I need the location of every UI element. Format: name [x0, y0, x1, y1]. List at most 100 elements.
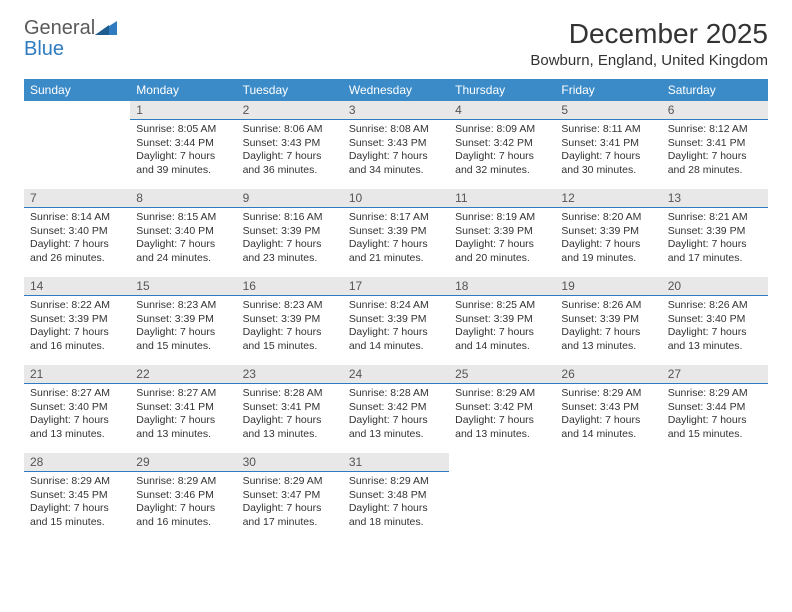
day-details: Sunrise: 8:12 AMSunset: 3:41 PMDaylight:…: [668, 123, 762, 178]
daylight-text-2: and 14 minutes.: [455, 340, 549, 354]
calendar-row: 28Sunrise: 8:29 AMSunset: 3:45 PMDayligh…: [24, 453, 768, 541]
day-details: Sunrise: 8:26 AMSunset: 3:40 PMDaylight:…: [668, 299, 762, 354]
sunset-text: Sunset: 3:39 PM: [243, 225, 337, 239]
daylight-text-1: Daylight: 7 hours: [668, 326, 762, 340]
day-details: Sunrise: 8:22 AMSunset: 3:39 PMDaylight:…: [30, 299, 124, 354]
daylight-text-2: and 16 minutes.: [30, 340, 124, 354]
daylight-text-2: and 30 minutes.: [561, 164, 655, 178]
calendar-header-row: SundayMondayTuesdayWednesdayThursdayFrid…: [24, 79, 768, 101]
daylight-text-2: and 13 minutes.: [668, 340, 762, 354]
daylight-text-2: and 17 minutes.: [668, 252, 762, 266]
calendar-row: 1Sunrise: 8:05 AMSunset: 3:44 PMDaylight…: [24, 101, 768, 189]
sunset-text: Sunset: 3:41 PM: [561, 137, 655, 151]
day-header: Tuesday: [237, 79, 343, 101]
day-number: 20: [662, 277, 768, 296]
daylight-text-2: and 20 minutes.: [455, 252, 549, 266]
calendar-row: 21 Sunrise: 8:27 AMSunset: 3:40 PMDayligh…: [24, 365, 768, 453]
day-number: 15: [130, 277, 236, 296]
day-details: Sunrise: 8:17 AMSunset: 3:39 PMDaylight:…: [349, 211, 443, 266]
calendar-cell: 13Sunrise: 8:21 AMSunset: 3:39 PMDayligh…: [662, 189, 768, 277]
sunrise-text: Sunrise: 8:16 AM: [243, 211, 337, 225]
sunset-text: Sunset: 3:39 PM: [349, 313, 443, 327]
day-number: 22: [130, 365, 236, 384]
day-header: Thursday: [449, 79, 555, 101]
sunset-text: Sunset: 3:44 PM: [668, 401, 762, 415]
calendar-cell: 23Sunrise: 8:28 AMSunset: 3:41 PMDayligh…: [237, 365, 343, 453]
sunset-text: Sunset: 3:39 PM: [561, 225, 655, 239]
day-details: Sunrise: 8:24 AMSunset: 3:39 PMDaylight:…: [349, 299, 443, 354]
daylight-text-2: and 13 minutes.: [455, 428, 549, 442]
sunset-text: Sunset: 3:39 PM: [349, 225, 443, 239]
sunrise-text: Sunrise: 8:29 AM: [668, 387, 762, 401]
calendar-cell: 1Sunrise: 8:05 AMSunset: 3:44 PMDaylight…: [130, 101, 236, 189]
day-details: Sunrise: 8:20 AMSunset: 3:39 PMDaylight:…: [561, 211, 655, 266]
day-header: Wednesday: [343, 79, 449, 101]
daylight-text-1: Daylight: 7 hours: [243, 414, 337, 428]
sunset-text: Sunset: 3:45 PM: [30, 489, 124, 503]
sunrise-text: Sunrise: 8:29 AM: [561, 387, 655, 401]
daylight-text-2: and 15 minutes.: [30, 516, 124, 530]
daylight-text-1: Daylight: 7 hours: [136, 414, 230, 428]
sunrise-text: Sunrise: 8:21 AM: [668, 211, 762, 225]
daylight-text-1: Daylight: 7 hours: [455, 326, 549, 340]
sunset-text: Sunset: 3:42 PM: [455, 137, 549, 151]
sunset-text: Sunset: 3:44 PM: [136, 137, 230, 151]
sunrise-text: Sunrise: 8:24 AM: [349, 299, 443, 313]
daylight-text-1: Daylight: 7 hours: [668, 150, 762, 164]
daylight-text-1: Daylight: 7 hours: [30, 502, 124, 516]
daylight-text-1: Daylight: 7 hours: [349, 414, 443, 428]
sunrise-text: Sunrise: 8:25 AM: [455, 299, 549, 313]
daylight-text-2: and 32 minutes.: [455, 164, 549, 178]
calendar-row: 7Sunrise: 8:14 AMSunset: 3:40 PMDaylight…: [24, 189, 768, 277]
calendar-cell: 15Sunrise: 8:23 AMSunset: 3:39 PMDayligh…: [130, 277, 236, 365]
day-number: 12: [555, 189, 661, 208]
sunrise-text: Sunrise: 8:05 AM: [136, 123, 230, 137]
daylight-text-2: and 15 minutes.: [243, 340, 337, 354]
day-number: 30: [237, 453, 343, 472]
day-details: Sunrise: 8:29 AMSunset: 3:45 PMDaylight:…: [30, 475, 124, 530]
day-number: 21: [24, 365, 130, 384]
day-number: 8: [130, 189, 236, 208]
daylight-text-1: Daylight: 7 hours: [561, 238, 655, 252]
day-number: 13: [662, 189, 768, 208]
sunrise-text: Sunrise: 8:22 AM: [30, 299, 124, 313]
sunrise-text: Sunrise: 8:20 AM: [561, 211, 655, 225]
logo-text: General Blue: [24, 18, 117, 59]
daylight-text-2: and 18 minutes.: [349, 516, 443, 530]
logo: General Blue: [24, 18, 117, 59]
daylight-text-1: Daylight: 7 hours: [243, 150, 337, 164]
day-number: 11: [449, 189, 555, 208]
daylight-text-2: and 19 minutes.: [561, 252, 655, 266]
day-details: Sunrise: 8:09 AMSunset: 3:42 PMDaylight:…: [455, 123, 549, 178]
daylight-text-2: and 17 minutes.: [243, 516, 337, 530]
day-number: 10: [343, 189, 449, 208]
daylight-text-1: Daylight: 7 hours: [455, 414, 549, 428]
day-details: Sunrise: 8:27 AMSunset: 3:40 PMDaylight:…: [30, 387, 124, 442]
day-number: 19: [555, 277, 661, 296]
calendar-cell: 2Sunrise: 8:06 AMSunset: 3:43 PMDaylight…: [237, 101, 343, 189]
day-details: Sunrise: 8:29 AMSunset: 3:43 PMDaylight:…: [561, 387, 655, 442]
daylight-text-2: and 34 minutes.: [349, 164, 443, 178]
calendar-cell: 21 Sunrise: 8:27 AMSunset: 3:40 PMDayligh…: [24, 365, 130, 453]
daylight-text-1: Daylight: 7 hours: [349, 326, 443, 340]
daylight-text-1: Daylight: 7 hours: [668, 414, 762, 428]
day-details: Sunrise: 8:16 AMSunset: 3:39 PMDaylight:…: [243, 211, 337, 266]
sunrise-text: Sunrise: 8:27 AM: [136, 387, 230, 401]
day-details: Sunrise: 8:25 AMSunset: 3:39 PMDaylight:…: [455, 299, 549, 354]
calendar-table: SundayMondayTuesdayWednesdayThursdayFrid…: [24, 79, 768, 541]
day-number: 24: [343, 365, 449, 384]
daylight-text-2: and 15 minutes.: [668, 428, 762, 442]
title-block: December 2025 Bowburn, England, United K…: [530, 18, 768, 69]
calendar-cell: 4Sunrise: 8:09 AMSunset: 3:42 PMDaylight…: [449, 101, 555, 189]
sunrise-text: Sunrise: 8:06 AM: [243, 123, 337, 137]
daylight-text-1: Daylight: 7 hours: [136, 502, 230, 516]
sunrise-text: Sunrise: 8:29 AM: [243, 475, 337, 489]
day-details: Sunrise: 8:29 AMSunset: 3:42 PMDaylight:…: [455, 387, 549, 442]
daylight-text-1: Daylight: 7 hours: [136, 150, 230, 164]
sunset-text: Sunset: 3:40 PM: [136, 225, 230, 239]
sunrise-text: Sunrise: 8:29 AM: [455, 387, 549, 401]
daylight-text-1: Daylight: 7 hours: [30, 326, 124, 340]
day-details: Sunrise: 8:27 AMSunset: 3:41 PMDaylight:…: [136, 387, 230, 442]
sunset-text: Sunset: 3:39 PM: [455, 225, 549, 239]
daylight-text-1: Daylight: 7 hours: [243, 502, 337, 516]
